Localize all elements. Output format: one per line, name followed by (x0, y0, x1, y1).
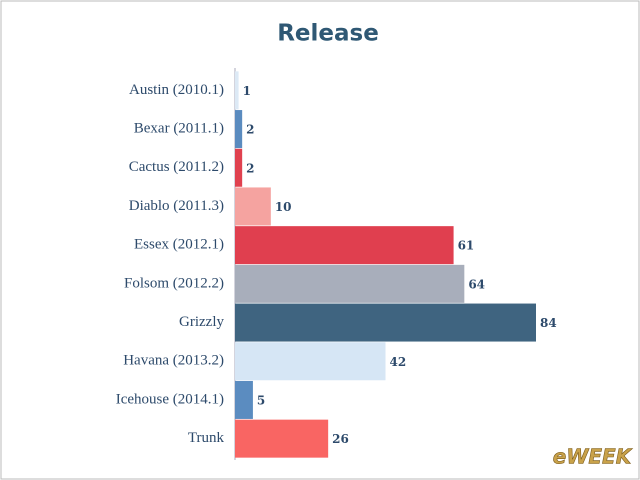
bar (235, 187, 271, 226)
y-tick-label: Folsom (2012.2) (124, 275, 224, 291)
value-label: 5 (257, 393, 265, 407)
value-label: 2 (246, 123, 254, 137)
value-label: 42 (390, 355, 407, 369)
value-label: 10 (275, 200, 292, 214)
bar (235, 264, 465, 303)
bar (235, 303, 536, 342)
value-label: 64 (468, 277, 485, 291)
bar (235, 380, 253, 419)
value-label: 1 (243, 84, 251, 98)
bar (235, 148, 243, 187)
bar (235, 342, 386, 381)
value-label: 26 (332, 432, 349, 446)
watermark: eWEEK (553, 445, 633, 469)
y-tick-label: Trunk (188, 430, 225, 446)
value-label: 84 (540, 316, 557, 330)
chart-title: Release (277, 21, 379, 47)
bar (235, 226, 454, 265)
bar (235, 71, 239, 110)
y-tick-label: Austin (2010.1) (129, 82, 224, 98)
value-label: 2 (246, 161, 254, 175)
y-tick-label: Icehouse (2014.1) (116, 391, 224, 407)
y-tick-label: Diablo (2011.3) (129, 198, 224, 214)
y-tick-label: Havana (2013.2) (123, 353, 224, 369)
value-label: 61 (458, 239, 475, 253)
y-tick-label: Grizzly (179, 314, 224, 330)
bar (235, 419, 329, 458)
bar (235, 110, 243, 149)
y-tick-label: Essex (2012.1) (134, 237, 224, 253)
y-tick-label: Bexar (2011.1) (134, 120, 224, 136)
y-tick-label: Cactus (2011.2) (129, 159, 224, 175)
